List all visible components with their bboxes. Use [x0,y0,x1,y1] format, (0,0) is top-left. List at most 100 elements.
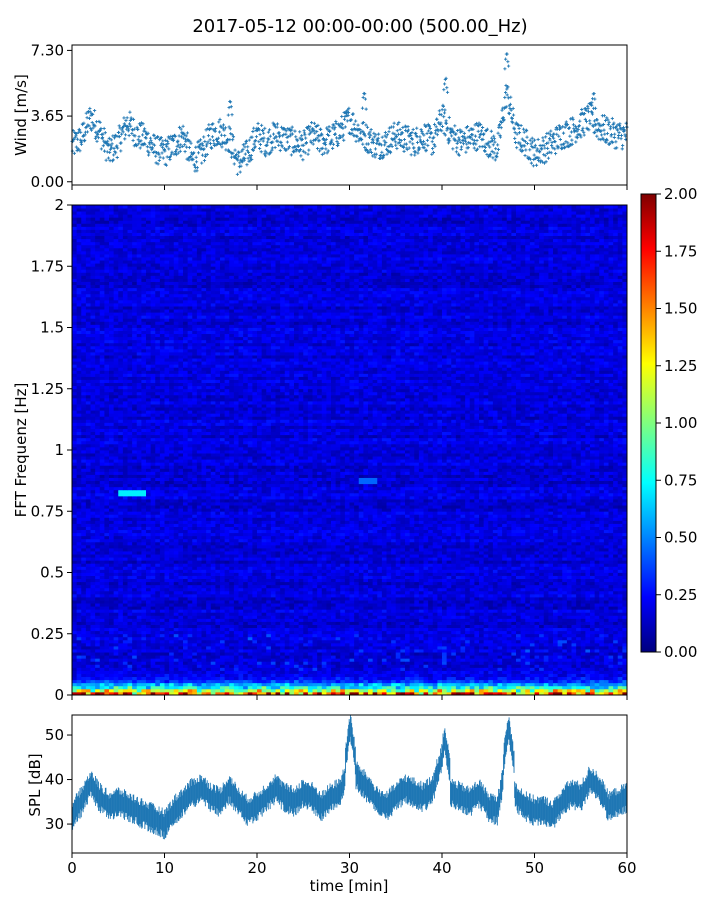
spectrogram-cell [567,612,572,615]
spectrogram-cell [197,661,202,664]
spectrogram-cell [433,637,438,640]
wind-point [266,140,269,143]
spectrogram-cell [451,686,456,689]
spectrogram-cell [581,655,586,658]
spectrogram-cell [285,667,290,670]
spectrogram-cell [525,606,530,609]
spectrogram-cell [276,671,281,674]
spectrogram-cell [373,643,378,646]
spectrogram-cell [118,667,123,670]
spectrogram-cell [91,649,96,652]
wind-point [410,153,413,156]
spectrogram-cell [488,664,493,667]
spectrogram-cell [511,609,516,612]
spectrogram-cell [548,643,553,646]
spectrogram-cell [428,631,433,634]
spectrogram-cell [285,652,290,655]
wind-point [433,123,436,126]
spectrogram-cell [155,609,160,612]
spectrogram-cell [585,677,590,680]
spectrogram-cell [377,618,382,621]
spectrogram-cell [146,652,151,655]
wind-point [549,133,552,136]
spectrogram-cell [91,671,96,674]
spectrogram-cell [345,615,350,618]
spectrogram-cell [308,652,313,655]
spectrogram-cell [410,649,415,652]
spectrogram-cell [289,631,294,634]
spectrogram-cell [350,615,355,618]
spectrogram-cell [118,628,123,631]
spectrogram-cell [437,609,442,612]
spectrogram-cell [169,640,174,643]
spectrogram-cell [502,674,507,677]
spectrogram-cell [243,625,248,628]
spectrogram-cell [128,609,133,612]
spectrogram-cell [123,628,128,631]
spectrogram-cell [146,618,151,621]
spectrogram-cell [340,686,345,689]
spectrogram-cell [202,683,207,686]
spectrogram-cell [590,652,595,655]
wind-point [137,135,140,138]
spectrogram-cell [502,652,507,655]
spectrogram-cell [303,655,308,658]
spectrogram-cell [211,640,216,643]
spectrogram-cell [548,667,553,670]
spectrogram-cell [548,680,553,683]
spectrogram-cell [553,689,558,692]
spectrogram-cell [95,618,100,621]
spectrogram-cell [317,655,322,658]
spectrogram-cell [137,674,142,677]
spectrogram-cell [553,664,558,667]
spectrogram-cell [553,628,558,631]
spectrogram-cell [326,655,331,658]
spectrogram-cell [276,689,281,692]
spectrogram-cell [405,658,410,661]
spectrogram-cell [137,664,142,667]
spectrogram-cell [248,618,253,621]
wind-point [377,133,380,136]
spectrogram-cell [299,603,304,606]
spectrogram-cell [262,649,267,652]
wind-point [302,150,305,153]
spectrogram-cell [104,649,109,652]
spectrogram-cell [118,683,123,686]
spectrogram-cell [359,671,364,674]
spectrogram-cell [488,615,493,618]
spectrogram-cell [262,609,267,612]
spectrogram-cell [613,658,618,661]
spectrogram-cell [206,655,211,658]
spectrogram-cell [243,622,248,625]
spectrogram-cell [303,603,308,606]
spectrogram-cell [498,655,503,658]
spectrogram-cell [72,655,77,658]
spectrogram-cell [100,634,105,637]
spectrogram-cell [174,634,179,637]
spectrogram-cell [456,640,461,643]
spectrogram-cell [484,671,489,674]
spectrogram-cell [313,631,318,634]
spectrogram-cell [211,625,216,628]
spectrogram-cell [183,606,188,609]
spectrogram-cell [169,667,174,670]
spectrogram-cell [225,661,230,664]
spectrogram-cell [248,680,253,683]
spectrogram-cell [280,612,285,615]
spectrogram-cell [336,689,341,692]
spectrogram-cell [104,686,109,689]
spectrogram-cell [215,609,220,612]
spectrogram-cell [280,618,285,621]
spectrogram-cell [225,609,230,612]
spectrogram-cell [562,628,567,631]
spectrogram-cell [262,652,267,655]
spectrogram-cell [215,603,220,606]
wind-point [318,139,321,142]
spectrogram-cell [613,661,618,664]
spectrogram-cell [613,689,618,692]
spectrogram-cell [322,664,327,667]
spectrogram-cell [377,625,382,628]
spectrogram-cell [336,637,341,640]
spectrogram-cell [289,671,294,674]
spectrogram-cell [373,671,378,674]
